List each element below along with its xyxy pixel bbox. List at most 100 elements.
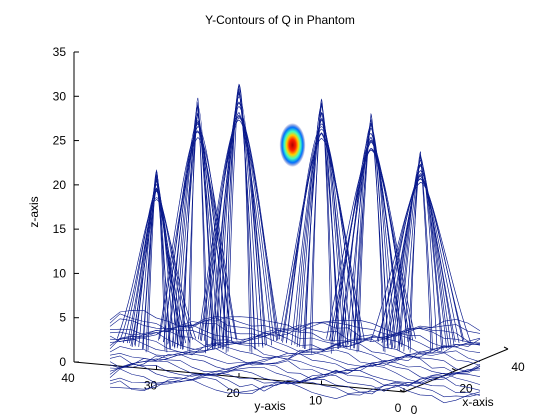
- contour-line: [109, 377, 481, 404]
- contour-line: [353, 123, 389, 349]
- z-tick-label: 30: [53, 89, 67, 103]
- contour-line: [296, 118, 347, 347]
- contour-line: [109, 332, 481, 356]
- x-tick-mark: [451, 368, 457, 371]
- z-tick-label: 35: [53, 45, 67, 59]
- contour-line: [397, 160, 444, 350]
- contour-line: [311, 98, 332, 354]
- contour-line: [370, 182, 471, 343]
- contour-line: [205, 111, 273, 346]
- x-tick-label: 20: [459, 382, 473, 396]
- contour-line: [291, 123, 352, 346]
- contour-line: [326, 149, 416, 339]
- contour-line: [385, 174, 456, 342]
- contour-line: [304, 105, 339, 350]
- contour-line: [129, 187, 184, 344]
- contour-line: [109, 324, 481, 348]
- contour-line: [174, 113, 222, 349]
- x-tick-label: 40: [511, 360, 525, 374]
- contour-line: [109, 353, 481, 375]
- contour-line: [212, 101, 266, 346]
- contour-line: [198, 119, 280, 340]
- contour-line: [278, 138, 365, 340]
- contour-line: [386, 173, 455, 346]
- contour-line: [376, 178, 465, 341]
- contour-line: [187, 102, 208, 351]
- contour-line: [281, 132, 362, 341]
- contour-line: [109, 358, 481, 381]
- z-tick-label: 20: [53, 178, 67, 192]
- contour-line: [214, 102, 264, 348]
- contour-line: [199, 116, 279, 341]
- contour-line: [338, 140, 404, 346]
- contour-line: [142, 175, 171, 350]
- z-axis-label: z-axis: [27, 196, 41, 227]
- contour-line: [346, 127, 396, 348]
- x-tick-mark: [503, 346, 509, 350]
- contour-line: [349, 125, 393, 350]
- contour-line: [109, 309, 481, 334]
- contour-line: [309, 101, 334, 351]
- contour-line: [408, 154, 433, 350]
- contour-line: [138, 177, 175, 347]
- contour-line: [203, 115, 275, 341]
- contour-line: [109, 363, 481, 385]
- contour-line: [109, 348, 481, 372]
- y-tick-label: 0: [395, 401, 402, 414]
- z-tick-label: 25: [53, 134, 67, 148]
- contour-line: [163, 130, 233, 342]
- contour-line: [339, 136, 403, 348]
- y-tick-label: 10: [309, 394, 323, 408]
- contour-line: [218, 92, 260, 347]
- contour-line: [391, 163, 450, 348]
- contour-line: [409, 151, 432, 353]
- contour-line: [182, 104, 214, 350]
- contour-line: [189, 97, 207, 354]
- x-axis-label: x-axis: [462, 395, 493, 409]
- hotspot-peak: [279, 123, 306, 167]
- contour-line: [222, 90, 256, 350]
- contour-line: [109, 363, 481, 387]
- contour-line: [294, 119, 349, 345]
- contour-line: [109, 327, 481, 350]
- z-tick-label: 10: [53, 266, 67, 280]
- contour-line: [171, 121, 224, 347]
- contour-line: [394, 165, 447, 349]
- contour-line: [356, 118, 386, 353]
- contour-line: [398, 159, 443, 352]
- contour-line: [109, 376, 481, 398]
- y-tick-label: 40: [61, 371, 75, 385]
- contour-line: [299, 112, 344, 347]
- y-axis-label: y-axis: [254, 399, 285, 413]
- x-tick-label: 0: [411, 403, 418, 414]
- contour-line: [211, 106, 267, 345]
- x-ticks: 0 20 40: [399, 346, 525, 414]
- contour-line: [381, 175, 460, 343]
- z-tick-label: 5: [59, 311, 66, 325]
- contour-line: [122, 190, 191, 344]
- x-tick-mark: [399, 389, 405, 393]
- z-tick-label: 0: [59, 355, 66, 369]
- contour-line: [109, 357, 481, 383]
- contour-line: [109, 374, 481, 396]
- contour-line: [116, 199, 197, 339]
- contour-line: [227, 83, 251, 352]
- contour-line: [389, 170, 452, 346]
- contour-line: [109, 343, 481, 366]
- contour-line: [119, 197, 194, 340]
- contour-line: [328, 148, 414, 341]
- contour-line: [158, 131, 238, 341]
- contour-line: [304, 104, 339, 350]
- contour-line: [109, 368, 481, 392]
- contour-line: [145, 170, 168, 353]
- contour-line: [176, 112, 219, 349]
- contour-lines: [109, 83, 481, 404]
- contour-line: [286, 128, 357, 344]
- z-tick-label: 15: [53, 222, 67, 236]
- contour-line: [358, 112, 384, 352]
- chart-title: Y-Contours of Q in Phantom: [205, 13, 355, 27]
- z-ticks: 0 5 10 15 20 25 30 35: [53, 45, 79, 369]
- contour-line: [225, 84, 253, 353]
